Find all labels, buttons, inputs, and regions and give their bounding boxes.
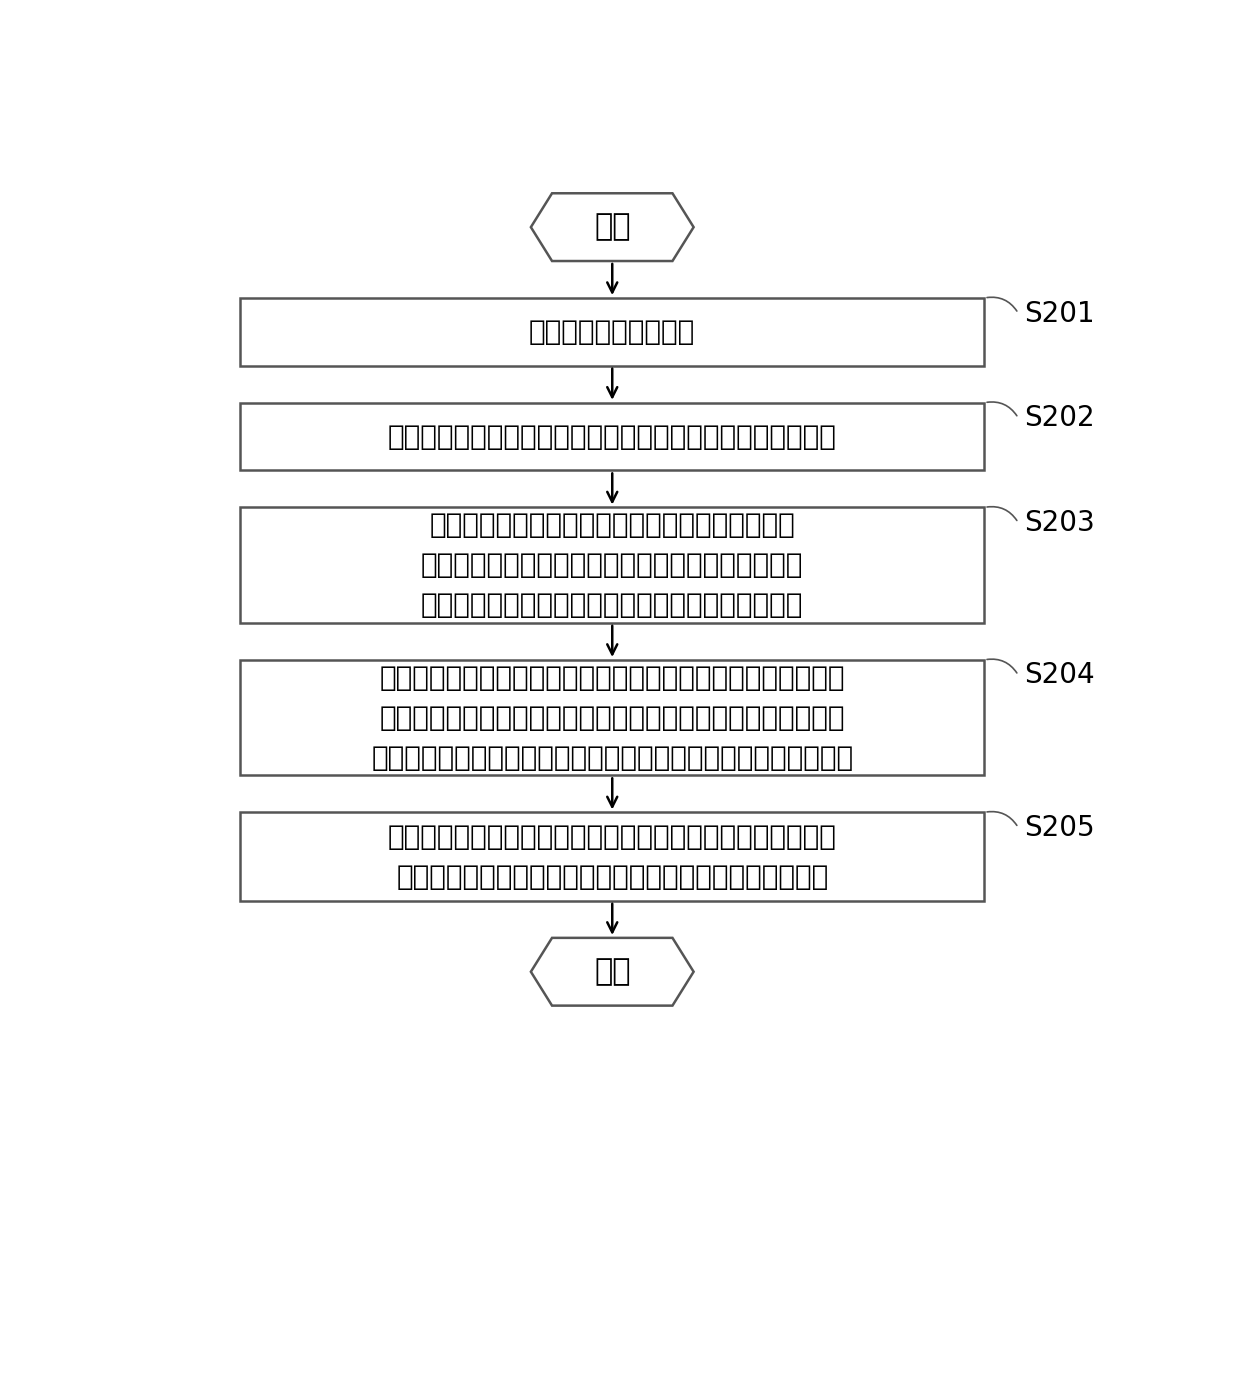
Text: 当所述充电请求的充电功率大于所述燃料电池的输出功率时，将
所述氢燃料电池和缓冲电池包的组合作为充电的电能来源，所述
充电请求的充电功率全部由所述氢燃料电池和缓冲: 当所述充电请求的充电功率大于所述燃料电池的输出功率时，将 所述氢燃料电池和缓冲电… [371,664,853,772]
Text: S203: S203 [1024,509,1095,536]
Bar [241,812,985,901]
FancyArrowPatch shape [987,402,1017,416]
Text: 结束: 结束 [594,958,630,987]
Text: S205: S205 [1024,814,1095,841]
FancyArrowPatch shape [987,297,1017,310]
Text: 自甲醇重整器获得氢气: 自甲醇重整器获得氢气 [529,317,696,346]
Polygon shape [531,193,693,261]
Text: S202: S202 [1024,405,1095,432]
Text: 将氢气进入氢燃料电池电堆发电，向缓冲电池包及充电机供电: 将氢气进入氢燃料电池电堆发电，向缓冲电池包及充电机供电 [388,423,837,450]
FancyArrowPatch shape [987,812,1017,826]
Bar [241,660,985,775]
Bar [241,298,985,366]
Text: 当所述氢燃料电池故障时且缓冲锂离子电池包的剩余电量大于
零时，所述充电请求的充电功率由所述缓冲锂离子电池输出: 当所述氢燃料电池故障时且缓冲锂离子电池包的剩余电量大于 零时，所述充电请求的充电… [388,822,837,891]
Text: 开始: 开始 [594,212,630,241]
Bar [241,507,985,622]
Text: 当所述充电请求的充电功率小于所述燃料电池的输
出功率时，将所述氢燃料电池作为充电的电能来源，
所述充电请求的充电功率全部由所述氢燃料电池输出: 当所述充电请求的充电功率小于所述燃料电池的输 出功率时，将所述氢燃料电池作为充电… [422,511,804,620]
Text: S201: S201 [1024,299,1095,327]
Bar [241,403,985,470]
FancyArrowPatch shape [987,660,1017,674]
Polygon shape [531,938,693,1006]
Text: S204: S204 [1024,661,1095,689]
FancyArrowPatch shape [987,507,1017,521]
